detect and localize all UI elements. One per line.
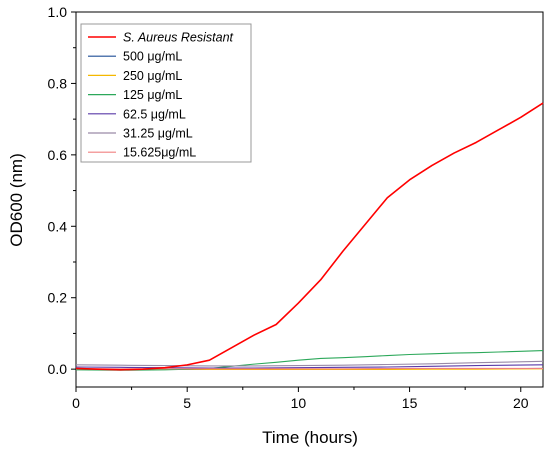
y-tick-label: 0.2 [48, 290, 68, 306]
legend-label: 125 μg/mL [123, 88, 182, 102]
y-tick-label: 0.4 [48, 218, 68, 234]
series-line-4 [75, 364, 544, 369]
series-line-0 [75, 102, 544, 371]
x-axis-title: Time (hours) [262, 428, 358, 447]
legend-label: 250 μg/mL [123, 69, 182, 83]
legend-label: 15.625μg/mL [123, 146, 196, 160]
y-axis: 0.0 0.2 0.4 0.6 0.8 1.0 [48, 4, 76, 377]
series-layer [75, 102, 544, 371]
legend-label: 500 μg/mL [123, 50, 182, 64]
x-tick-label: 15 [402, 395, 418, 411]
y-tick-label: 0.0 [48, 361, 68, 377]
legend-label: S. Aureus Resistant [123, 31, 234, 45]
x-tick-label: 0 [72, 395, 80, 411]
y-tick-label: 1.0 [48, 4, 68, 20]
y-tick-label: 0.6 [48, 147, 68, 163]
x-tick-label: 20 [513, 395, 529, 411]
y-axis-title: OD600 (nm) [7, 153, 26, 247]
legend: S. Aureus Resistant 500 μg/mL 250 μg/mL 125… [88, 31, 234, 160]
plot-frame [75, 11, 544, 388]
y-tick-label: 0.8 [48, 75, 68, 91]
x-tick-label: 10 [291, 395, 307, 411]
legend-label: 62.5 μg/mL [123, 107, 186, 121]
legend-label: 31.25 μg/mL [123, 127, 193, 141]
series-line-5 [75, 360, 544, 367]
x-tick-label: 5 [183, 395, 191, 411]
legend-box [80, 23, 252, 163]
x-axis: 0 5 10 15 20 [72, 387, 529, 411]
